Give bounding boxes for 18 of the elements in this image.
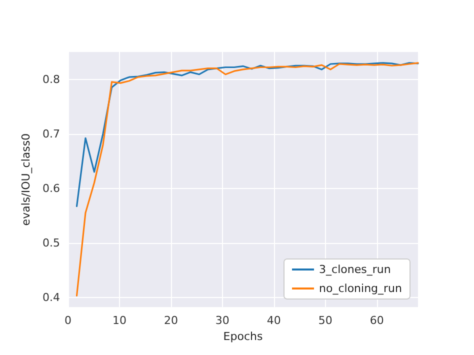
- x-tick-label: 0: [64, 314, 72, 328]
- y-tick-label: 0.6: [42, 182, 60, 195]
- legend-label: 3_clones_run: [319, 263, 391, 276]
- x-tick-label: 50: [318, 314, 332, 328]
- y-tick-label: 0.7: [42, 127, 60, 140]
- x-tick-label: 10: [112, 314, 126, 328]
- x-axis-title: Epochs: [223, 330, 263, 343]
- line-series: [76, 62, 419, 296]
- x-tick-label: 40: [266, 314, 281, 328]
- x-tick-label: 20: [164, 314, 178, 328]
- x-tick-label: 30: [215, 314, 230, 328]
- y-tick-label: 0.5: [42, 236, 60, 250]
- x-tick-label: 60: [370, 314, 384, 328]
- legend-label: no_cloning_run: [319, 282, 402, 295]
- y-tick-label: 0.8: [42, 72, 60, 86]
- line-series: [76, 62, 419, 208]
- y-tick-label: 0.4: [42, 290, 60, 304]
- y-axis-title: evals/IOU_class0: [20, 133, 33, 226]
